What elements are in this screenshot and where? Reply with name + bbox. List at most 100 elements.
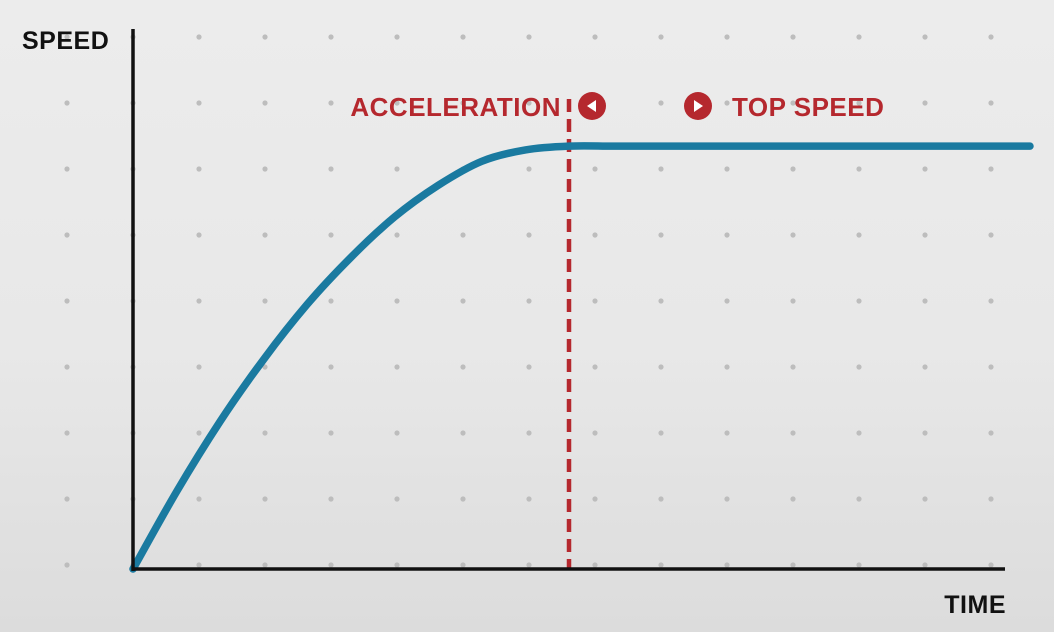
grid-dot (394, 232, 400, 238)
grid-dot (394, 100, 400, 106)
grid-dot (64, 364, 70, 370)
grid-dot (64, 232, 70, 238)
grid-dot (460, 34, 466, 40)
grid-dot (64, 430, 70, 436)
grid-dot (460, 100, 466, 106)
grid-dot (658, 166, 664, 172)
grid-dot (988, 496, 994, 502)
grid-dot (790, 100, 796, 106)
grid-dot (64, 298, 70, 304)
grid-dot (592, 364, 598, 370)
grid-dot (196, 298, 202, 304)
grid-dot (526, 166, 532, 172)
y-axis-title: SPEED (22, 27, 109, 55)
grid-dot (262, 364, 268, 370)
grid-dot (724, 364, 730, 370)
grid-dot (526, 364, 532, 370)
grid-dot (856, 562, 862, 568)
grid-dot (856, 100, 862, 106)
grid-dot (856, 364, 862, 370)
grid-dot (460, 298, 466, 304)
left-arrow-circle-icon (578, 92, 606, 120)
grid-dot (526, 496, 532, 502)
grid-dot (988, 232, 994, 238)
acceleration-label: ACCELERATION (350, 92, 561, 122)
grid-dot (460, 562, 466, 568)
grid-dot (328, 496, 334, 502)
grid-dot (790, 232, 796, 238)
grid-dot (856, 232, 862, 238)
grid-dot (592, 232, 598, 238)
grid-dot (922, 166, 928, 172)
grid-dot (64, 166, 70, 172)
grid-dot (856, 166, 862, 172)
grid-dot (592, 166, 598, 172)
grid-dot (922, 562, 928, 568)
grid-dot (724, 232, 730, 238)
grid-dot (526, 562, 532, 568)
grid-dot (658, 232, 664, 238)
grid-dot (790, 430, 796, 436)
grid-dot (64, 100, 70, 106)
grid-dot (262, 232, 268, 238)
grid-dot (460, 364, 466, 370)
grid-dot (988, 562, 994, 568)
grid-dot (196, 100, 202, 106)
speed-series-line (129, 142, 1034, 573)
grid-dot (922, 232, 928, 238)
grid-dot (64, 562, 70, 568)
grid-dot (658, 562, 664, 568)
grid-dot (988, 298, 994, 304)
grid-dot (196, 232, 202, 238)
grid-dot (658, 100, 664, 106)
grid-dot (394, 496, 400, 502)
grid-dot (922, 34, 928, 40)
x-axis-title: TIME (944, 591, 1006, 619)
grid-dot (592, 34, 598, 40)
icon-arrow (694, 100, 703, 112)
grid-dot (790, 496, 796, 502)
grid-dot (196, 496, 202, 502)
grid-dot (922, 430, 928, 436)
grid-dot (526, 232, 532, 238)
grid-dot (724, 100, 730, 106)
grid-dot (856, 298, 862, 304)
grid-dot (262, 34, 268, 40)
grid-dot (790, 34, 796, 40)
grid-dot (526, 298, 532, 304)
grid-dot (460, 232, 466, 238)
grid-dot (988, 34, 994, 40)
grid-dot (394, 364, 400, 370)
grid-dot (328, 364, 334, 370)
grid-dot (658, 34, 664, 40)
grid-dot (394, 34, 400, 40)
grid-dot (988, 364, 994, 370)
grid-dot (328, 430, 334, 436)
grid-dot (790, 298, 796, 304)
grid-dot (988, 100, 994, 106)
grid-dot (526, 430, 532, 436)
grid-dot (262, 166, 268, 172)
grid-dot (922, 496, 928, 502)
grid-dot (922, 364, 928, 370)
grid-dot (592, 298, 598, 304)
grid-dot (328, 34, 334, 40)
top-speed-label: TOP SPEED (732, 92, 884, 122)
grid-dot (328, 100, 334, 106)
grid-dot (262, 496, 268, 502)
grid-dot (262, 100, 268, 106)
grid-dot (724, 496, 730, 502)
grid-dot (724, 34, 730, 40)
grid-dot (328, 232, 334, 238)
grid-dot (328, 298, 334, 304)
grid-dot (394, 298, 400, 304)
grid-dot (724, 166, 730, 172)
grid-dot (790, 364, 796, 370)
grid-dot (328, 562, 334, 568)
grid-dot (526, 100, 532, 106)
grid-dot (790, 166, 796, 172)
right-arrow-circle-icon (684, 92, 712, 120)
grid-dot (658, 364, 664, 370)
